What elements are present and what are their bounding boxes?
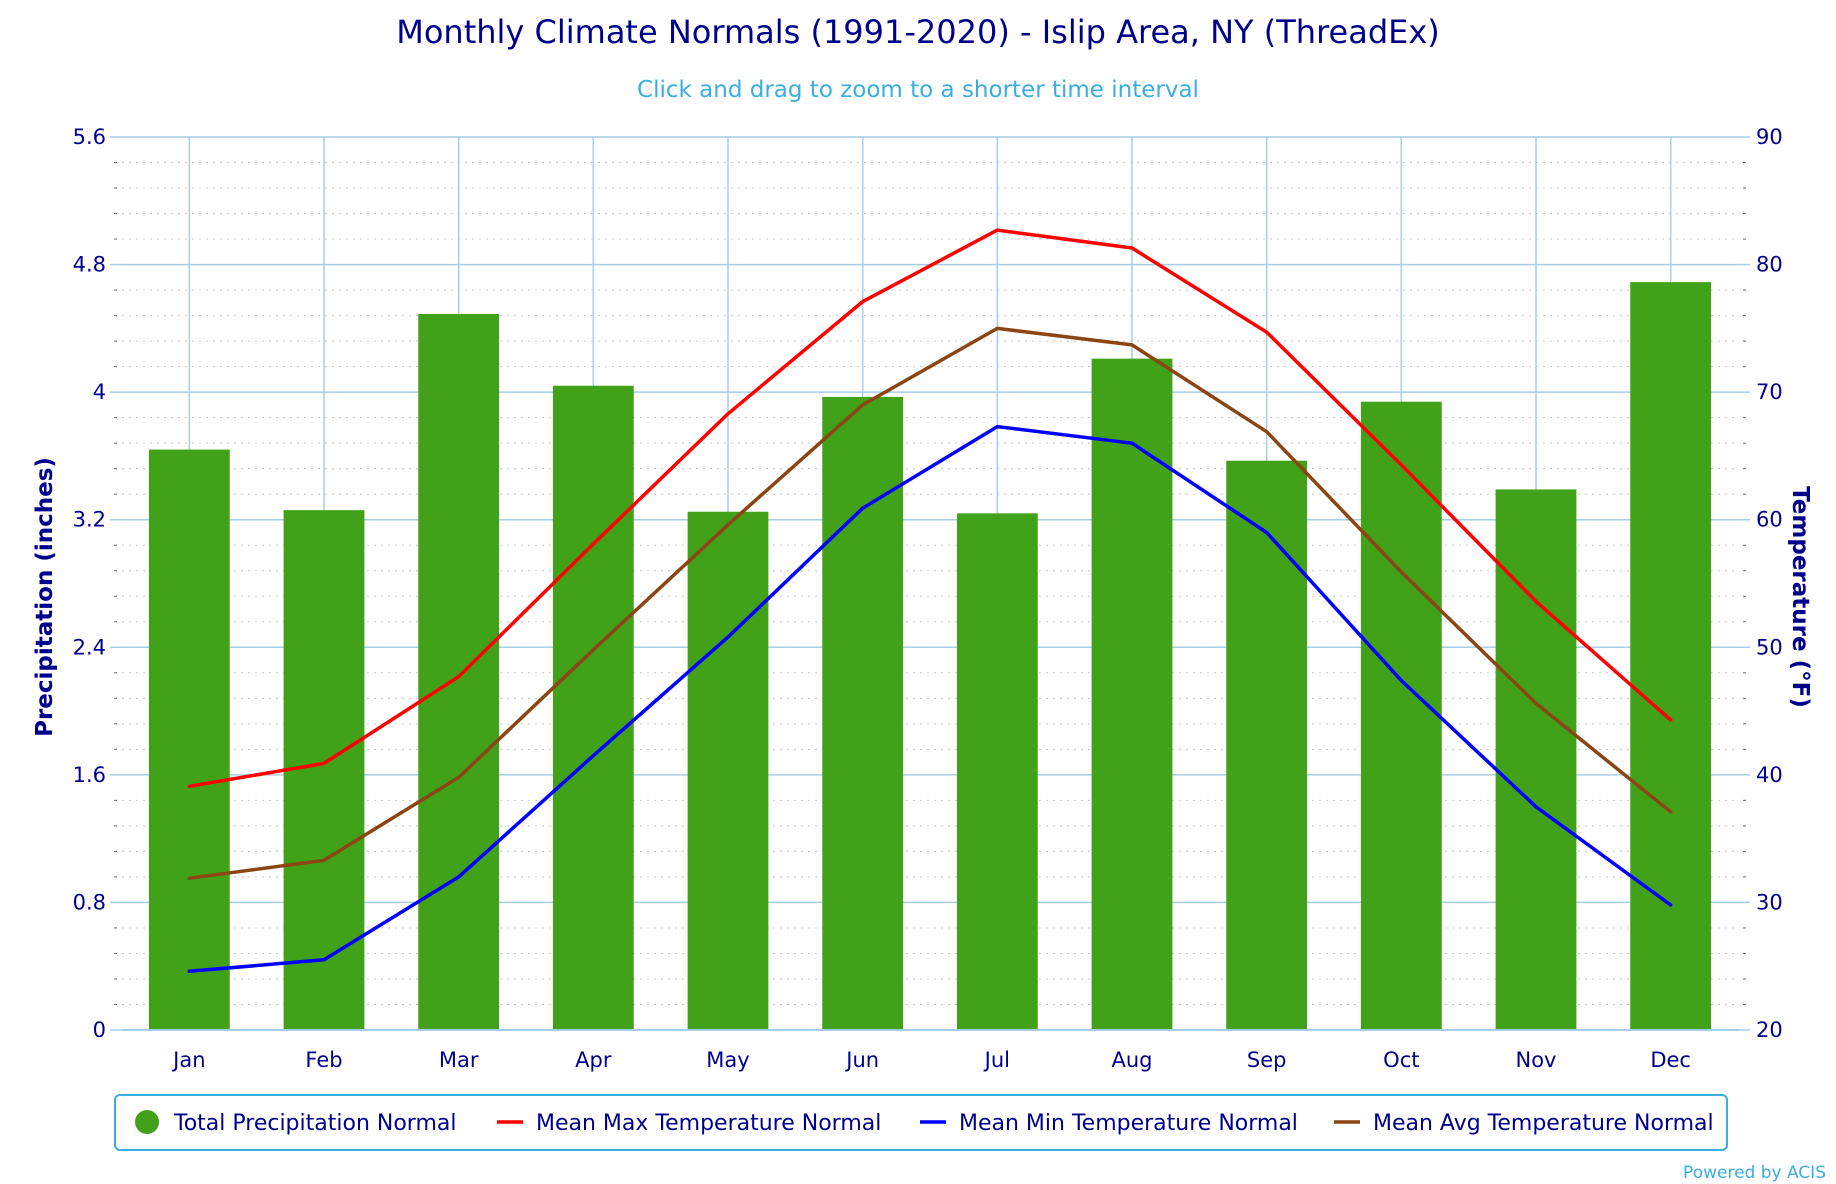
y-left-tick-label: 4 bbox=[93, 380, 106, 404]
y-right-tick-label: 30 bbox=[1756, 890, 1783, 914]
temperature-lines bbox=[187, 228, 1673, 974]
precipitation-bar bbox=[956, 513, 1038, 1030]
y-right-tick-label: 50 bbox=[1756, 635, 1783, 659]
y-left-tick-label: 3.2 bbox=[73, 508, 106, 532]
y-left-tick-label: 2.4 bbox=[73, 635, 106, 659]
x-tick-label: Aug bbox=[1111, 1048, 1152, 1072]
precipitation-bar bbox=[687, 511, 769, 1030]
y-axis-left-title: Precipitation (inches) bbox=[32, 457, 58, 737]
precipitation-bar bbox=[552, 385, 634, 1030]
temperature-line-3 bbox=[187, 326, 1673, 880]
temperature-line-1 bbox=[187, 228, 1673, 789]
chart-subtitle: Click and drag to zoom to a shorter time… bbox=[637, 77, 1199, 103]
x-tick-label: Nov bbox=[1516, 1048, 1557, 1072]
y-left-tick-label: 0 bbox=[93, 1018, 106, 1042]
x-tick-label: Jul bbox=[983, 1048, 1010, 1072]
temperature-line-2 bbox=[187, 424, 1673, 974]
y-right-tick-label: 60 bbox=[1756, 508, 1783, 532]
x-tick-label: Feb bbox=[305, 1048, 342, 1072]
precipitation-bar bbox=[418, 314, 500, 1030]
x-tick-label: Dec bbox=[1650, 1048, 1691, 1072]
y-right-tick-label: 70 bbox=[1756, 380, 1783, 404]
x-tick-label: Jun bbox=[844, 1048, 879, 1072]
legend-label: Mean Min Temperature Normal bbox=[959, 1111, 1298, 1136]
x-tick-label: Apr bbox=[575, 1048, 612, 1072]
x-tick-label: Oct bbox=[1383, 1048, 1419, 1072]
legend-label: Mean Avg Temperature Normal bbox=[1373, 1111, 1714, 1136]
precipitation-bar bbox=[283, 510, 365, 1030]
precipitation-bars bbox=[148, 282, 1712, 1031]
legend-item[interactable]: Mean Min Temperature Normal bbox=[920, 1111, 1298, 1136]
chart-title: Monthly Climate Normals (1991-2020) - Is… bbox=[396, 13, 1440, 51]
y-right-tick-label: 20 bbox=[1756, 1018, 1783, 1042]
y-right-tick-label: 80 bbox=[1756, 253, 1783, 277]
axes: 0 0.8 1.6 2.4 3.2 4 4.8 5.6 20 30 40 50 60 70 80 90 Jan F… bbox=[73, 125, 1783, 1072]
legend-item[interactable]: Total Precipitation Normal bbox=[135, 1110, 456, 1136]
y-left-tick-label: 5.6 bbox=[73, 125, 106, 149]
legend[interactable]: Total Precipitation Normal Mean Max Tempe… bbox=[135, 1110, 1714, 1136]
x-tick-label: Sep bbox=[1247, 1048, 1287, 1072]
precipitation-bar bbox=[148, 449, 230, 1030]
x-tick-label: Mar bbox=[439, 1048, 479, 1072]
y-right-tick-label: 40 bbox=[1756, 763, 1783, 787]
precipitation-bar bbox=[1360, 401, 1442, 1031]
precipitation-bar bbox=[1630, 282, 1712, 1030]
precipitation-bar bbox=[822, 396, 904, 1031]
y-left-tick-label: 1.6 bbox=[73, 763, 106, 787]
y-left-tick-label: 4.8 bbox=[73, 253, 106, 277]
legend-item[interactable]: Mean Avg Temperature Normal bbox=[1334, 1111, 1714, 1136]
legend-marker bbox=[135, 1110, 159, 1134]
precipitation-bar bbox=[1091, 358, 1173, 1030]
legend-label: Total Precipitation Normal bbox=[173, 1111, 456, 1136]
y-axis-right-title: Temperature (°F) bbox=[1787, 486, 1813, 708]
x-tick-label: Jan bbox=[171, 1048, 205, 1072]
y-right-tick-label: 90 bbox=[1756, 125, 1783, 149]
x-tick-label: May bbox=[706, 1048, 749, 1072]
precipitation-bar bbox=[1495, 489, 1577, 1030]
legend-item[interactable]: Mean Max Temperature Normal bbox=[497, 1111, 881, 1136]
precipitation-bar bbox=[1226, 460, 1308, 1030]
credits-link[interactable]: Powered by ACIS bbox=[1683, 1163, 1826, 1183]
legend-label: Mean Max Temperature Normal bbox=[536, 1111, 881, 1136]
y-left-tick-label: 0.8 bbox=[73, 890, 106, 914]
